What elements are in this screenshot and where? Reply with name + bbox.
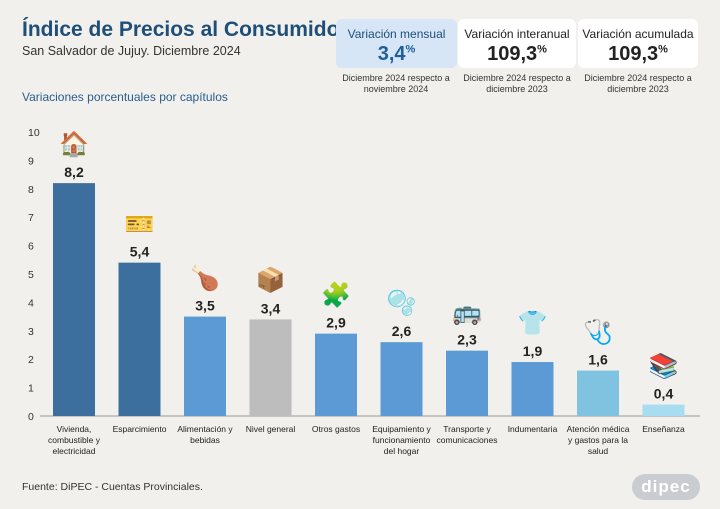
- bar: [380, 342, 423, 416]
- data-label: 8,2: [64, 164, 84, 180]
- data-label: 0,4: [654, 386, 674, 402]
- data-label: 2,3: [457, 332, 477, 348]
- card-cumulative-note: Diciembre 2024 respecto a diciembre 2023: [584, 73, 692, 94]
- card-monthly-value: 3,4%: [377, 43, 416, 65]
- category-icon: 🍗: [190, 264, 220, 292]
- card-cumulative-variation: Variación acumulada 109,3%: [578, 19, 698, 68]
- y-tick-label: 4: [28, 297, 34, 309]
- bar: [315, 333, 357, 416]
- page-subtitle: San Salvador de Jujuy. Diciembre 2024: [22, 44, 241, 58]
- data-label: 5,4: [130, 244, 150, 260]
- category-icon: 🫧: [386, 290, 417, 318]
- dipec-logo: dipec: [632, 474, 700, 500]
- card-monthly-variation: Variación mensual 3,4%: [336, 19, 457, 68]
- card-yearly-label: Variación interanual: [464, 27, 570, 41]
- x-tick-label: comunicaciones: [437, 435, 498, 445]
- source-note: Fuente: DiPEC - Cuentas Provinciales.: [22, 481, 203, 493]
- x-tick-label: Enseñanza: [642, 424, 685, 434]
- bar: [184, 316, 226, 416]
- category-icon: 🩺: [583, 318, 613, 346]
- page-title: Índice de Precios al Consumidor: [22, 18, 348, 41]
- bar: [249, 319, 292, 416]
- card-cumulative-value: 109,3%: [608, 43, 668, 65]
- bar: [642, 404, 685, 416]
- y-tick-label: 10: [28, 127, 40, 139]
- x-tick-label: Indumentaria: [508, 424, 558, 434]
- x-tick-label: Vivienda,: [57, 424, 92, 434]
- y-tick-label: 0: [28, 411, 34, 423]
- x-tick-label: Alimentación y: [177, 424, 233, 434]
- card-monthly-note: Diciembre 2024 respecto a noviembre 2024: [342, 73, 450, 94]
- card-yearly-note: Diciembre 2024 respecto a diciembre 2023: [463, 73, 571, 94]
- data-label: 2,9: [326, 315, 346, 331]
- data-label: 1,6: [588, 352, 608, 368]
- bar: [118, 262, 161, 416]
- x-tick-label: bebidas: [190, 435, 220, 445]
- bar: [511, 362, 554, 416]
- data-label: 1,9: [523, 343, 543, 359]
- bar: [577, 370, 619, 416]
- data-label: 3,5: [195, 298, 215, 314]
- y-tick-label: 3: [28, 326, 34, 338]
- x-tick-label: Transporte y: [443, 424, 491, 434]
- x-tick-label: Nivel general: [246, 424, 296, 434]
- card-yearly-value: 109,3%: [487, 43, 547, 65]
- y-tick-label: 6: [28, 241, 34, 253]
- x-tick-label: Atención médica: [567, 424, 630, 434]
- bar: [446, 350, 488, 416]
- x-tick-label: Esparcimiento: [113, 424, 167, 434]
- y-tick-label: 8: [28, 184, 34, 196]
- x-tick-label: combustible y: [48, 435, 101, 445]
- bar: [53, 183, 95, 416]
- y-tick-label: 2: [28, 354, 34, 366]
- category-icon: 🧩: [321, 281, 351, 309]
- category-icon: 📚: [648, 352, 679, 380]
- category-icon: 📦: [255, 267, 286, 295]
- data-label: 2,6: [392, 323, 412, 339]
- category-icon: 👕: [517, 310, 548, 338]
- x-tick-label: Otros gastos: [312, 424, 360, 434]
- chart-section-title: Variaciones porcentuales por capítulos: [22, 90, 228, 104]
- x-tick-label: funcionamiento: [373, 435, 431, 445]
- category-icon: 🎫: [124, 210, 155, 238]
- y-tick-label: 7: [28, 212, 34, 224]
- card-yearly-variation: Variación interanual 109,3%: [458, 19, 576, 68]
- y-tick-label: 9: [28, 155, 34, 167]
- data-label: 3,4: [261, 300, 281, 316]
- x-tick-label: electricidad: [53, 446, 96, 456]
- x-tick-label: Equipamiento y: [372, 424, 431, 434]
- card-monthly-label: Variación mensual: [347, 27, 446, 41]
- y-tick-label: 1: [28, 383, 34, 395]
- x-tick-label: y gastos para la: [568, 435, 628, 445]
- y-tick-label: 5: [28, 269, 34, 281]
- x-tick-label: salud: [588, 446, 609, 456]
- x-tick-label: del hogar: [384, 446, 420, 456]
- card-cumulative-label: Variación acumulada: [582, 27, 694, 41]
- category-icon: 🚌: [452, 298, 482, 326]
- category-icon: 🏠: [59, 131, 89, 159]
